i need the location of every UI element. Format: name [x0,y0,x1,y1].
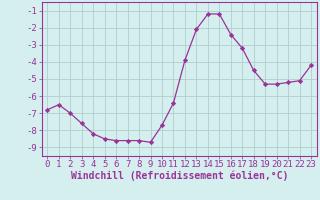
X-axis label: Windchill (Refroidissement éolien,°C): Windchill (Refroidissement éolien,°C) [70,171,288,181]
